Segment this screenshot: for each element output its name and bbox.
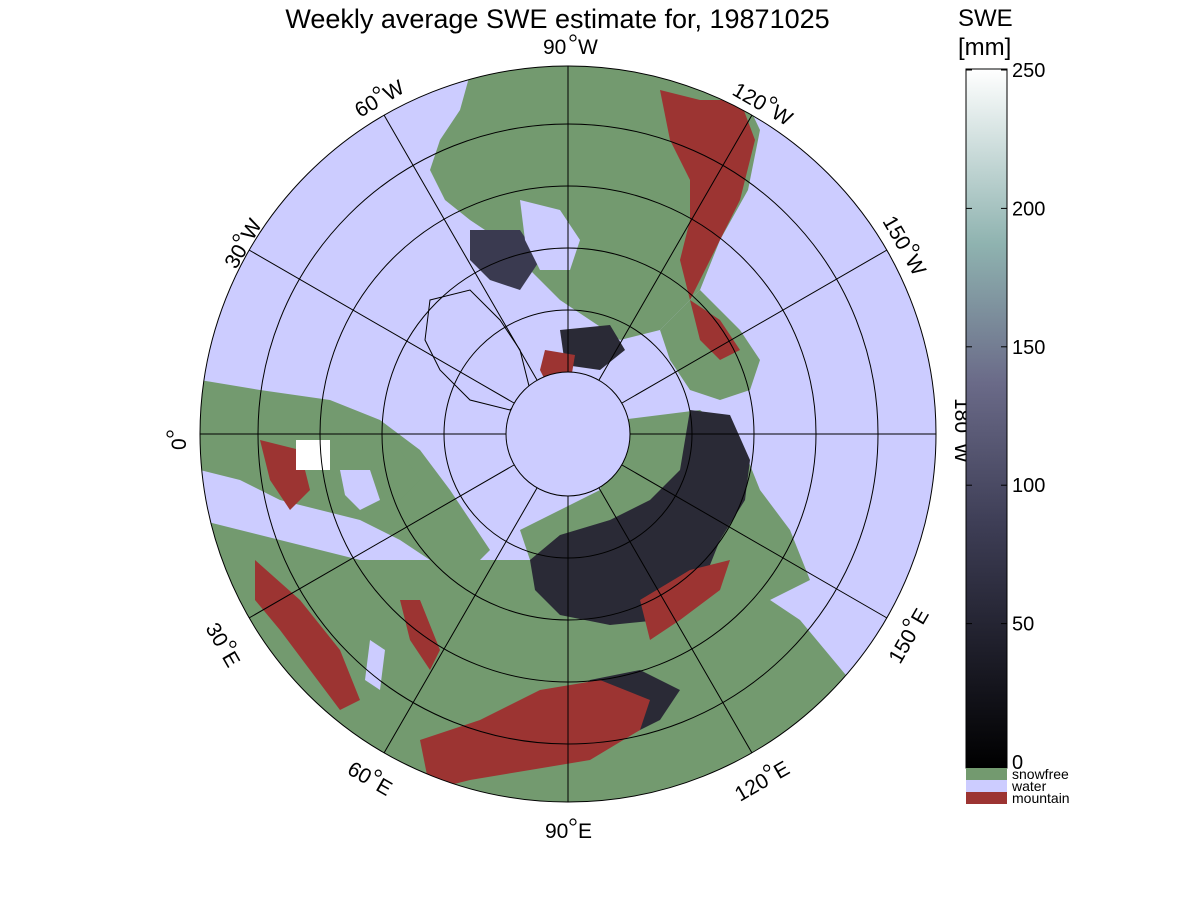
meridian-line: [621, 249, 888, 404]
label-120e: 120 E: [731, 757, 794, 806]
colorbar-title-line1: SWE: [958, 5, 1013, 32]
colorbar-tick-label: 50: [1012, 614, 1034, 636]
svg-text:60: 60: [344, 757, 376, 789]
label-90w: 90 W: [543, 34, 598, 59]
colorbar-class-swatch: [966, 780, 1007, 792]
colorbar-ticks: 0 50 100 150 200 250: [966, 60, 1045, 774]
mountain-alps-caucasus: [255, 560, 360, 710]
caspian-sea-water: [365, 640, 385, 690]
svg-text:60: 60: [351, 91, 383, 123]
svg-text:150: 150: [884, 626, 921, 668]
map-title: Weekly average SWE estimate for, 1987102…: [285, 4, 830, 34]
snow-cover-canadian-arctic: [470, 230, 540, 290]
colorbar-gradient: [965, 68, 1008, 769]
svg-text:E: E: [907, 605, 934, 629]
meridian-grid: [200, 66, 936, 802]
svg-text:30: 30: [201, 619, 233, 651]
svg-text:90: 90: [543, 36, 566, 59]
meridian-line: [383, 114, 538, 381]
svg-text:E: E: [578, 820, 592, 843]
colorbar-class-swatch: [966, 792, 1007, 804]
svg-text:W: W: [380, 76, 409, 106]
colorbar-tick-label: 100: [1012, 475, 1045, 497]
map-disc: [200, 66, 936, 802]
colorbar-class-label: mountain: [1012, 790, 1070, 806]
svg-text:W: W: [767, 101, 796, 131]
mountain-alaska-range: [690, 300, 740, 360]
colorbar-tick-label: 200: [1012, 198, 1045, 220]
svg-text:W: W: [900, 251, 930, 280]
label-30e: 30 E: [201, 619, 244, 672]
colorbar: SWE [mm] 0 50 100 150 200 250 snowfreewatermo…: [958, 5, 1070, 806]
meridian-line: [598, 114, 753, 381]
svg-text:W: W: [578, 36, 598, 59]
colorbar-class-label: water: [1011, 778, 1047, 794]
colorbar-tick-label: 250: [1012, 60, 1045, 82]
snow-cover-arctic-islands: [560, 325, 625, 370]
svg-text:E: E: [770, 757, 794, 784]
mountain-rockies: [660, 90, 755, 300]
svg-text:90: 90: [545, 820, 568, 843]
svg-text:E: E: [372, 774, 396, 801]
scandinavia-landmass: [320, 430, 420, 500]
meridian-line: [248, 249, 515, 404]
label-150e: 150 E: [884, 605, 934, 668]
svg-text:0: 0: [168, 438, 191, 450]
meridian-line: [248, 464, 515, 619]
colorbar-title-line2: [mm]: [958, 34, 1011, 61]
mountain-ural: [400, 600, 440, 670]
label-0: 0: [166, 430, 191, 450]
meridian-line: [383, 487, 538, 754]
meridian-line: [621, 464, 888, 619]
colorbar-class-swatch: [966, 768, 1007, 780]
mountain-himalaya-tibet: [420, 680, 650, 790]
colorbar-class-label: snowfree: [1012, 766, 1069, 782]
colorbar-tick-label: 0: [1012, 752, 1023, 774]
label-90e: 90 E: [545, 818, 592, 843]
mountain-east-siberia: [640, 560, 730, 640]
deep-snow-patch: [296, 440, 330, 470]
baltic-water: [340, 470, 380, 510]
svg-text:120: 120: [731, 769, 773, 806]
polar-data-hole: [506, 372, 630, 496]
hudson-bay-water: [520, 200, 580, 270]
colorbar-tick-label: 150: [1012, 337, 1045, 359]
svg-text:E: E: [217, 648, 244, 672]
meridian-line: [598, 487, 753, 754]
label-60e: 60 E: [344, 757, 396, 801]
